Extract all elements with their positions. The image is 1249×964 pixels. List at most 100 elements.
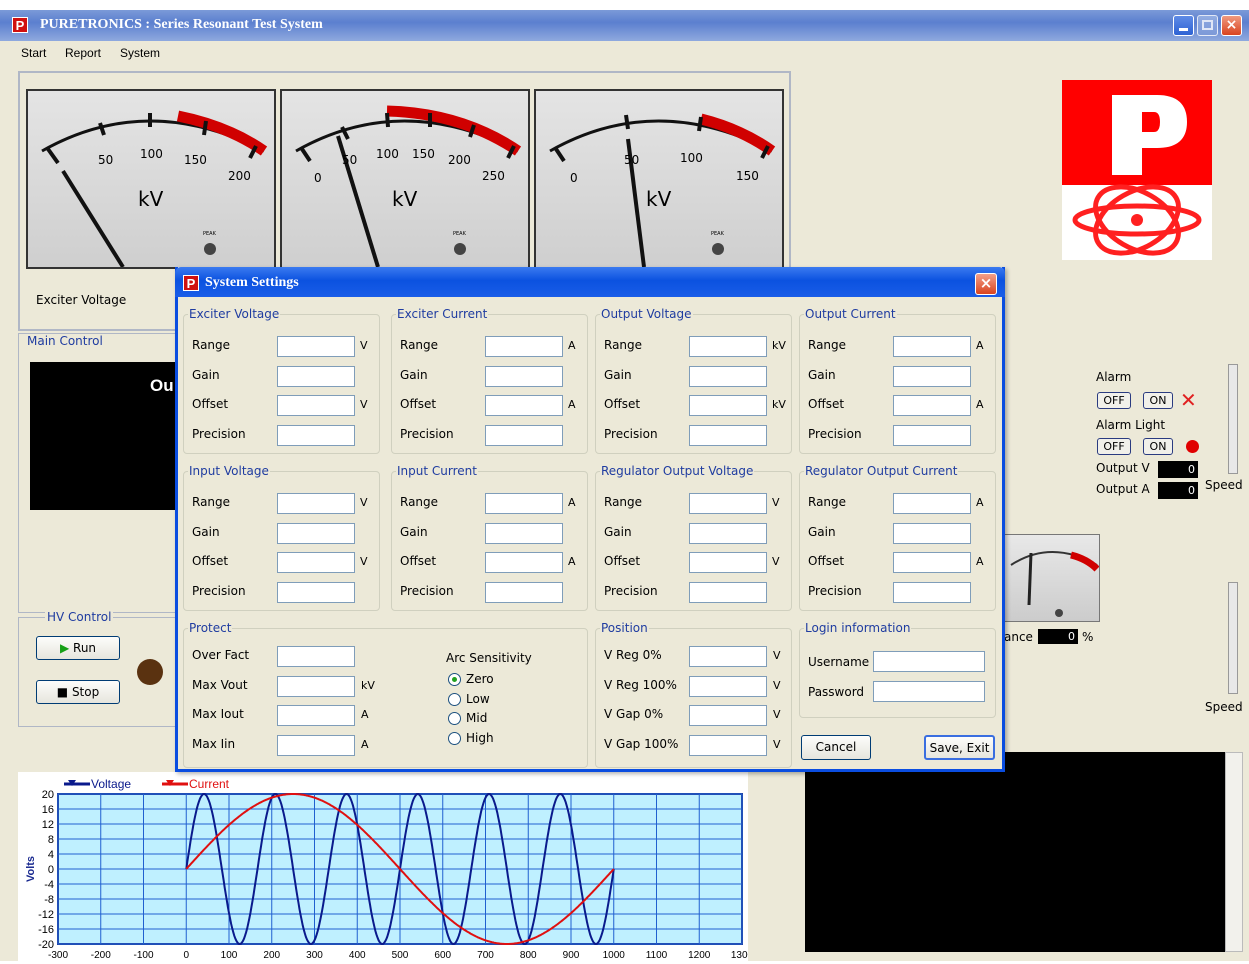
minimize-button[interactable] <box>1173 15 1194 36</box>
field-input[interactable] <box>893 552 971 573</box>
field-input[interactable] <box>485 522 563 544</box>
log-display <box>805 752 1225 952</box>
meter-2-tick: 50 <box>342 153 358 167</box>
arc-sensitivity-radio[interactable] <box>448 692 461 706</box>
field-input[interactable] <box>485 424 563 446</box>
field-label: Offset <box>400 397 437 411</box>
protect-field-input[interactable] <box>277 705 355 726</box>
chart-x-tick-label: 400 <box>349 950 366 961</box>
field-input[interactable] <box>485 581 563 603</box>
position-field-input[interactable] <box>689 646 767 667</box>
arc-sensitivity-option-label: Mid <box>466 711 488 725</box>
settings-group: Input Current <box>391 464 588 611</box>
protect-field-input[interactable] <box>277 646 355 667</box>
field-label: Gain <box>604 367 632 382</box>
field-input[interactable] <box>485 336 563 357</box>
hv-status-indicator <box>137 659 163 685</box>
field-input[interactable] <box>485 365 563 387</box>
position-field-label: V Reg 100% <box>604 677 677 692</box>
field-unit: V <box>360 398 368 411</box>
meter-1-unit: kV <box>138 187 164 211</box>
position-field-input[interactable] <box>689 675 767 697</box>
stop-button[interactable]: ■ Stop <box>36 680 120 704</box>
username-input[interactable] <box>873 651 985 672</box>
field-input[interactable] <box>277 336 355 357</box>
chart-x-tick-label: 1200 <box>688 950 711 961</box>
position-field-input[interactable] <box>689 705 767 726</box>
waveform-chart-svg: 20 16 12 8 4 0 -4 -8 -12 -16 -20-300 -200 -100 0 100 20… <box>25 777 754 961</box>
protect-field-label: Over Fact <box>192 648 250 662</box>
field-input[interactable] <box>689 365 767 387</box>
field-unit: kV <box>772 339 786 352</box>
settings-group: Output Current <box>799 307 996 454</box>
field-label: Offset <box>400 554 437 568</box>
arc-sensitivity-radio[interactable] <box>448 731 461 745</box>
protect-field-input[interactable] <box>277 675 355 697</box>
password-input[interactable] <box>873 681 985 702</box>
log-scrollbar[interactable] <box>1225 752 1243 952</box>
cancel-button[interactable]: Cancel <box>801 735 871 760</box>
menu-system[interactable]: System <box>120 46 161 60</box>
field-input[interactable] <box>277 424 355 446</box>
field-input[interactable] <box>893 522 971 544</box>
field-input[interactable] <box>689 336 767 357</box>
field-input[interactable] <box>277 581 355 603</box>
stop-button-label: Stop <box>71 685 100 699</box>
alarm-light-on-toggle[interactable]: ON <box>1143 438 1173 455</box>
meter-1: 50 100 150 200 kV PEAK <box>26 89 276 269</box>
field-input[interactable] <box>893 493 971 514</box>
field-label: Offset <box>192 554 229 568</box>
field-input[interactable] <box>277 395 355 416</box>
alarm-light-label: Alarm Light <box>1096 418 1166 432</box>
meter-2-tick: 0 <box>314 171 322 185</box>
field-input[interactable] <box>485 395 563 416</box>
alarm-off-toggle[interactable]: OFF <box>1097 392 1131 409</box>
field-input[interactable] <box>485 493 563 514</box>
menu-report[interactable]: Report <box>65 46 102 60</box>
field-input[interactable] <box>893 581 971 603</box>
protect-field-input[interactable] <box>277 734 355 756</box>
field-input[interactable] <box>893 395 971 416</box>
field-input[interactable] <box>893 365 971 387</box>
field-input[interactable] <box>277 522 355 544</box>
field-input[interactable] <box>689 395 767 416</box>
alarm-on-toggle[interactable]: ON <box>1143 392 1173 409</box>
field-label: Range <box>604 338 643 352</box>
alarm-light-off-toggle[interactable]: OFF <box>1097 438 1131 455</box>
speed-slider-1[interactable] <box>1228 364 1238 474</box>
field-input[interactable] <box>689 552 767 573</box>
menu-start[interactable]: Start <box>21 46 47 60</box>
field-input[interactable] <box>893 424 971 446</box>
field-label: Precision <box>808 583 862 598</box>
field-label: Range <box>192 338 231 352</box>
field-label: Range <box>192 495 231 509</box>
arc-sensitivity-option-label: High <box>466 730 494 745</box>
meter-3-tick: 150 <box>736 169 759 183</box>
field-input[interactable] <box>689 522 767 544</box>
field-input[interactable] <box>689 424 767 446</box>
maximize-button[interactable] <box>1197 15 1218 36</box>
field-input[interactable] <box>485 552 563 573</box>
arc-sensitivity-radio[interactable] <box>448 712 461 725</box>
chart-y-tick-label: 0 <box>48 864 54 876</box>
field-input[interactable] <box>689 493 767 514</box>
field-input[interactable] <box>277 365 355 387</box>
speed-slider-2[interactable] <box>1228 582 1238 694</box>
field-input[interactable] <box>277 493 355 514</box>
run-button[interactable]: ▶ Run <box>36 636 120 660</box>
chart-legend-label: Current <box>189 777 230 791</box>
close-window-button[interactable]: × <box>1221 15 1242 36</box>
save-exit-button[interactable]: Save, Exit <box>924 735 995 760</box>
meter-2: 0 50 100 150 200 250 kV PEAK <box>280 89 530 269</box>
field-input[interactable] <box>689 581 767 603</box>
dialog-close-button[interactable]: × <box>975 273 997 295</box>
chart-x-tick-label: 0 <box>183 950 189 961</box>
protect-field-unit: kV <box>361 678 375 692</box>
field-label: Range <box>808 338 847 352</box>
chart-y-tick-label: 20 <box>42 789 54 801</box>
field-input[interactable] <box>893 336 971 357</box>
field-input[interactable] <box>277 552 355 573</box>
settings-group-title: Regulator Output Current <box>804 464 959 478</box>
arc-sensitivity-radio[interactable] <box>448 673 461 686</box>
position-field-input[interactable] <box>689 734 767 756</box>
